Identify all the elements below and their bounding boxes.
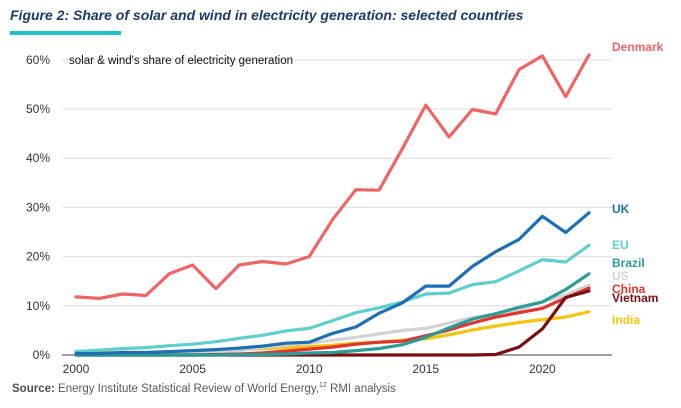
series-label-us: US [612, 269, 629, 283]
series-line-eu [74, 243, 591, 354]
y-tick-label: 40% [26, 151, 50, 165]
x-tick-label: 2020 [529, 362, 556, 376]
series-label-brazil: Brazil [612, 256, 645, 270]
series-label-denmark: Denmark [612, 40, 664, 54]
source-suffix: RMI analysis [330, 383, 396, 395]
source-note: Source: Energy Institute Statistical Rev… [12, 382, 396, 395]
x-tick-label: 2010 [296, 362, 323, 376]
title-accent-bar [10, 31, 121, 35]
y-tick-label: 10% [26, 299, 50, 313]
source-text: Energy Institute Statistical Review of W… [58, 383, 320, 395]
x-tick-labels: 2000 2005 2010 2015 2020 [63, 362, 556, 376]
series-line-uk [74, 211, 591, 356]
series-line-denmark [74, 53, 591, 300]
y-tick-label: 30% [26, 200, 50, 214]
y-tick-labels: 0% 10% 20% 30% 40% 50% 60% [26, 53, 50, 362]
series-label-china: China [612, 282, 646, 296]
series-label-eu: EU [612, 238, 629, 252]
chart-title: Figure 2: Share of solar and wind in ele… [10, 7, 524, 23]
y-tick-label: 20% [26, 250, 50, 264]
x-tick-label: 2015 [412, 362, 439, 376]
series-label-uk: UK [612, 202, 630, 216]
series-line-brazil [74, 272, 591, 357]
y-tick-label: 60% [26, 53, 50, 67]
series-label-india: India [612, 313, 640, 327]
x-tick-label: 2000 [63, 362, 90, 376]
series-lines [74, 53, 591, 357]
y-tick-label: 50% [26, 102, 50, 116]
chart-annotation: solar & wind's share of electricity gene… [69, 55, 293, 67]
source-superscript: 12 [319, 382, 327, 390]
source-label: Source: [12, 383, 55, 395]
series-label-vietnam: Vietnam [612, 291, 658, 305]
x-tick-label: 2005 [179, 362, 206, 376]
y-tick-label: 0% [33, 348, 51, 362]
line-chart: 0% 10% 20% 30% 40% 50% 60% 2000 2005 2010 2015 202… [26, 40, 664, 376]
